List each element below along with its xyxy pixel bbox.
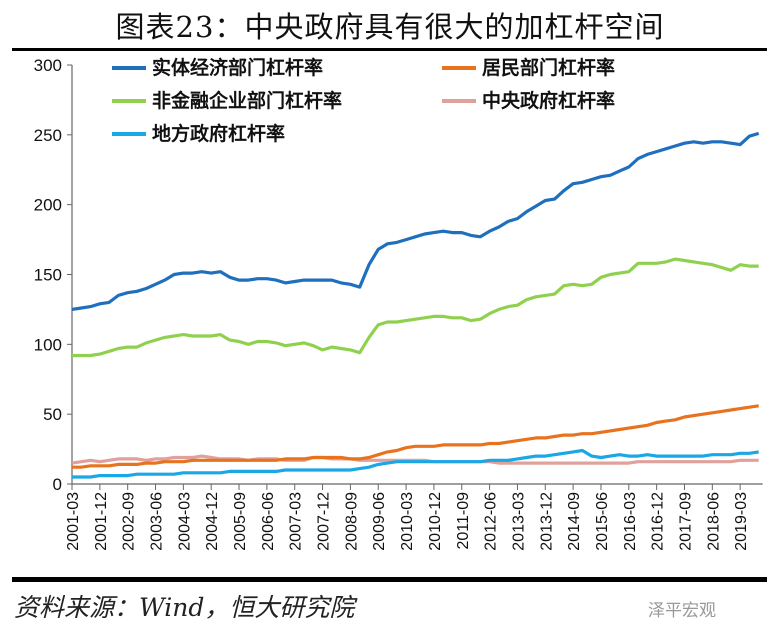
- x-tick-label: 2011-09: [455, 492, 472, 550]
- x-tick-label: 2013-03: [510, 492, 527, 551]
- x-tick-label: 2016-12: [650, 492, 667, 551]
- x-tick-label: 2019-03: [733, 492, 750, 551]
- y-tick-label: 100: [34, 335, 62, 354]
- x-tick-label: 2004-03: [176, 492, 193, 551]
- x-tick-label: 2007-03: [288, 492, 305, 551]
- y-tick-label: 50: [43, 405, 62, 424]
- series-line-0: [71, 131, 760, 311]
- x-tick-label: 2005-09: [232, 492, 249, 551]
- legend-label: 实体经济部门杠杆率: [152, 56, 323, 79]
- x-tick-label: 2006-06: [260, 492, 277, 551]
- legend-label: 中央政府杠杆率: [482, 89, 615, 112]
- chart-title: 图表23：中央政府具有很大的加杠杆空间: [115, 10, 665, 44]
- x-tick-label: 2014-09: [566, 492, 583, 551]
- x-tick-label: 2007-12: [316, 492, 333, 551]
- x-tick-label: 2010-12: [427, 492, 444, 551]
- y-tick-label: 300: [34, 56, 62, 75]
- x-tick-label: 2009-06: [371, 492, 388, 551]
- series-line-1: [72, 404, 759, 469]
- y-tick-label: 200: [34, 196, 62, 215]
- series-line-4: [72, 448, 759, 479]
- legend-label: 非金融企业部门杠杆率: [152, 89, 342, 112]
- x-tick-label: 2013-12: [538, 492, 555, 551]
- x-tick-label: 2008-09: [343, 492, 360, 551]
- watermark: 泽平宏观: [648, 601, 716, 621]
- x-tick-label: 2017-09: [677, 492, 694, 551]
- x-tick-label: 2010-03: [399, 492, 416, 551]
- x-tick-label: 2015-06: [594, 492, 611, 551]
- y-tick-label: 150: [34, 266, 62, 285]
- x-tick-label: 2012-06: [483, 492, 500, 551]
- legend-label: 地方政府杠杆率: [152, 122, 285, 145]
- x-tick-label: 2018-06: [705, 492, 722, 551]
- x-tick-label: 2001-03: [65, 492, 82, 551]
- series-line-2: [72, 257, 759, 358]
- x-tick-label: 2003-06: [149, 492, 166, 551]
- x-tick-label: 2002-09: [121, 492, 138, 551]
- x-tick-label: 2016-03: [622, 492, 639, 551]
- x-tick-label: 2004-12: [204, 492, 221, 551]
- y-tick-label: 0: [53, 475, 62, 494]
- x-tick-label: 2001-12: [93, 492, 110, 551]
- legend-label: 居民部门杠杆率: [482, 56, 615, 79]
- bottom-rule: [12, 577, 767, 582]
- source-note: 资料来源：Wind，恒大研究院: [14, 593, 355, 622]
- top-rule: [12, 48, 767, 51]
- y-tick-label: 250: [34, 126, 62, 145]
